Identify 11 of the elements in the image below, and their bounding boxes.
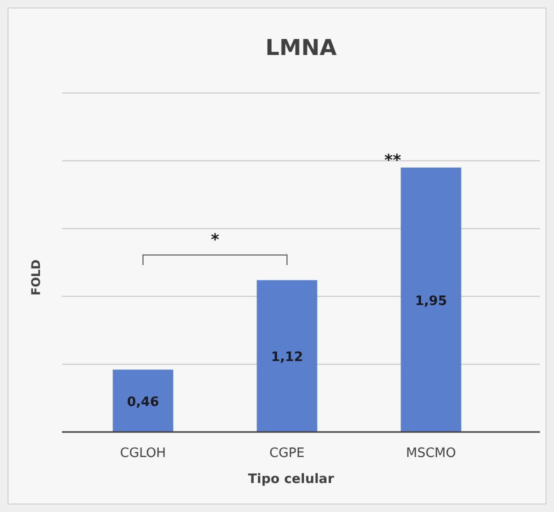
chart-title: LMNA — [265, 36, 337, 61]
x-tick-label: MSCMO — [406, 446, 456, 461]
data-label: 1,12 — [270, 350, 304, 366]
x-tick-label: CGPE — [269, 446, 305, 461]
annotation: ** — [384, 150, 402, 170]
annotation: * — [210, 230, 220, 249]
data-label: 0,46 — [126, 394, 160, 410]
y-axis-title: FOLD — [29, 259, 43, 296]
x-axis-title: Tipo celular — [248, 472, 335, 487]
data-label: 1,95 — [414, 294, 448, 309]
x-tick-label: CGLOH — [120, 446, 166, 461]
